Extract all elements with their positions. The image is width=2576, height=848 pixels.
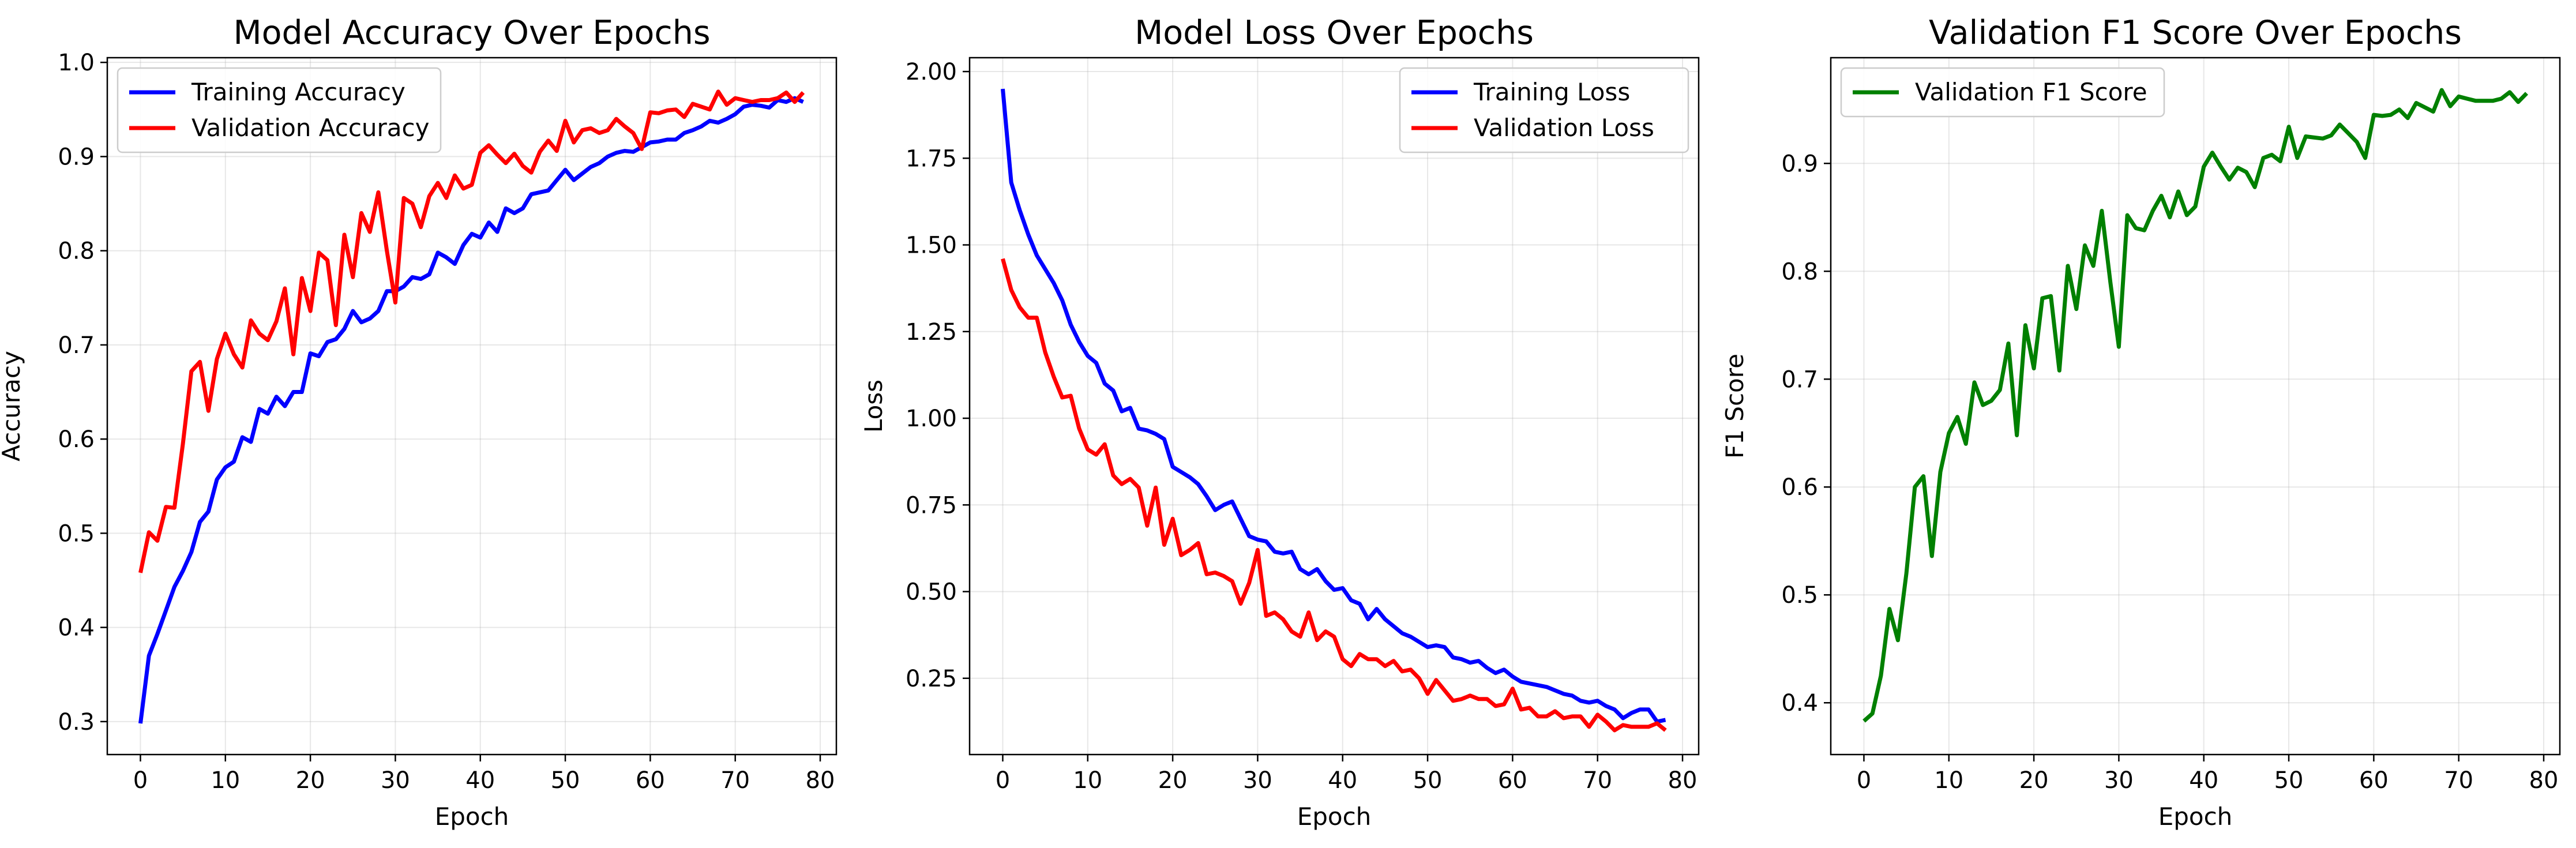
f1-axes-frame (1830, 57, 2561, 756)
loss-chart: 0 10 20 30 40 50 60 70 80 0.25 0.50 0.75 1.00 1.25 1.5… (859, 14, 1700, 831)
loss-x-tick-label: 20 (1158, 767, 1188, 794)
accuracy-y-tick-label: 0.5 (58, 520, 95, 547)
accuracy-y-tick-label: 0.3 (58, 709, 95, 736)
f1-x-tick-label: 0 (1857, 767, 1871, 794)
validation-accuracy-legend-label: Validation Accuracy (191, 114, 430, 142)
f1-score-chart: 0 10 20 30 40 50 60 70 80 0.4 0.5 0.6 0.7 0.8 0.9 Valid… (1721, 14, 2561, 831)
accuracy-y-tick-label: 0.4 (58, 615, 95, 641)
accuracy-legend-box (117, 67, 442, 153)
training-accuracy-legend-label: Training Accuracy (191, 78, 405, 106)
accuracy-x-tick-label: 40 (465, 767, 495, 794)
f1-y-tick-label: 0.4 (1781, 690, 1818, 716)
f1-chart-title: Validation F1 Score Over Epochs (1929, 14, 2462, 52)
loss-x-tick-label: 60 (1498, 767, 1527, 794)
accuracy-x-tick-label: 30 (381, 767, 410, 794)
accuracy-x-tick-label: 20 (296, 767, 325, 794)
loss-y-tick-label: 1.75 (906, 145, 957, 172)
accuracy-y-tick-label: 0.7 (58, 332, 95, 359)
accuracy-gridlines (107, 58, 836, 755)
f1-y-tick-label: 0.8 (1781, 258, 1818, 285)
f1-x-tick-label: 20 (2019, 767, 2049, 794)
f1-x-tick-label: 80 (2529, 767, 2559, 794)
f1-y-tick-label: 0.5 (1781, 582, 1818, 609)
f1-x-tick-label: 40 (2189, 767, 2218, 794)
training-accuracy-line (138, 96, 804, 724)
validation-accuracy-line (138, 89, 805, 573)
accuracy-chart: 0 10 20 30 40 50 60 70 80 0.3 0.4 0.5 0.6 0.7 0.8 0.9 1.… (0, 14, 838, 831)
loss-x-axis-label: Epoch (1297, 802, 1372, 831)
loss-y-axis-label: Loss (859, 380, 888, 433)
loss-chart-title: Model Loss Over Epochs (1135, 14, 1534, 52)
accuracy-x-tick-label: 60 (636, 767, 665, 794)
loss-x-tick-label: 40 (1328, 767, 1357, 794)
f1-x-tick-label: 10 (1934, 767, 1963, 794)
loss-x-tick-label: 0 (996, 767, 1010, 794)
loss-legend: Training Loss Validation Loss (1399, 67, 1689, 153)
loss-x-tick-label: 10 (1073, 767, 1102, 794)
loss-x-tick-label: 50 (1413, 767, 1443, 794)
loss-y-tick-label: 0.25 (906, 666, 957, 692)
accuracy-x-axis-label: Epoch (435, 802, 509, 831)
f1-x-tick-label: 50 (2274, 767, 2304, 794)
accuracy-chart-title: Model Accuracy Over Epochs (233, 14, 710, 52)
loss-axes-frame (968, 57, 1700, 756)
f1-y-tick-label: 0.6 (1781, 474, 1818, 501)
f1-y-tick-label: 0.7 (1781, 366, 1818, 393)
f1-x-tick-label: 60 (2359, 767, 2389, 794)
loss-y-tick-label: 1.50 (906, 232, 957, 259)
f1-x-axis-label: Epoch (2158, 802, 2233, 831)
accuracy-y-axis-label: Accuracy (0, 351, 25, 461)
f1-legend: Validation F1 Score (1840, 67, 2165, 118)
validation-loss-legend-label: Validation Loss (1474, 114, 1654, 142)
loss-gridlines (970, 58, 1699, 755)
training-loss-legend-label: Training Loss (1473, 78, 1630, 106)
accuracy-x-tick-label: 80 (806, 767, 835, 794)
accuracy-x-tick-label: 50 (551, 767, 580, 794)
loss-x-tick-label: 70 (1583, 767, 1612, 794)
loss-x-tick-label: 80 (1668, 767, 1698, 794)
accuracy-axes-frame (106, 57, 838, 756)
validation-f1-score-line (1862, 88, 2528, 723)
loss-y-tick-label: 2.00 (906, 59, 957, 85)
f1-y-tick-label: 0.9 (1781, 151, 1818, 177)
accuracy-x-tick-label: 70 (720, 767, 750, 794)
f1-legend-box (1840, 67, 2165, 118)
accuracy-y-tick-label: 0.6 (58, 426, 95, 453)
validation-f1-score-legend-label: Validation F1 Score (1915, 78, 2147, 106)
accuracy-y-tick-label: 1.0 (58, 50, 95, 76)
accuracy-x-tick-label: 10 (211, 767, 240, 794)
loss-y-tick-label: 0.50 (906, 579, 957, 606)
accuracy-y-tick-label: 0.9 (58, 144, 95, 170)
loss-legend-box (1399, 67, 1689, 153)
f1-gridlines (1831, 58, 2560, 755)
f1-x-tick-label: 70 (2444, 767, 2473, 794)
loss-y-tick-label: 1.25 (906, 319, 957, 346)
loss-y-tick-label: 0.75 (906, 492, 957, 519)
f1-y-axis-label: F1 Score (1721, 354, 1749, 459)
training-loss-line (1001, 88, 1666, 724)
accuracy-y-tick-label: 0.8 (58, 238, 95, 265)
loss-x-tick-label: 30 (1243, 767, 1272, 794)
f1-x-tick-label: 30 (2104, 767, 2134, 794)
accuracy-legend: Training Accuracy Validation Accuracy (117, 67, 442, 153)
validation-loss-line (1001, 258, 1667, 733)
accuracy-x-tick-label: 0 (133, 767, 148, 794)
loss-y-tick-label: 1.00 (906, 406, 957, 432)
